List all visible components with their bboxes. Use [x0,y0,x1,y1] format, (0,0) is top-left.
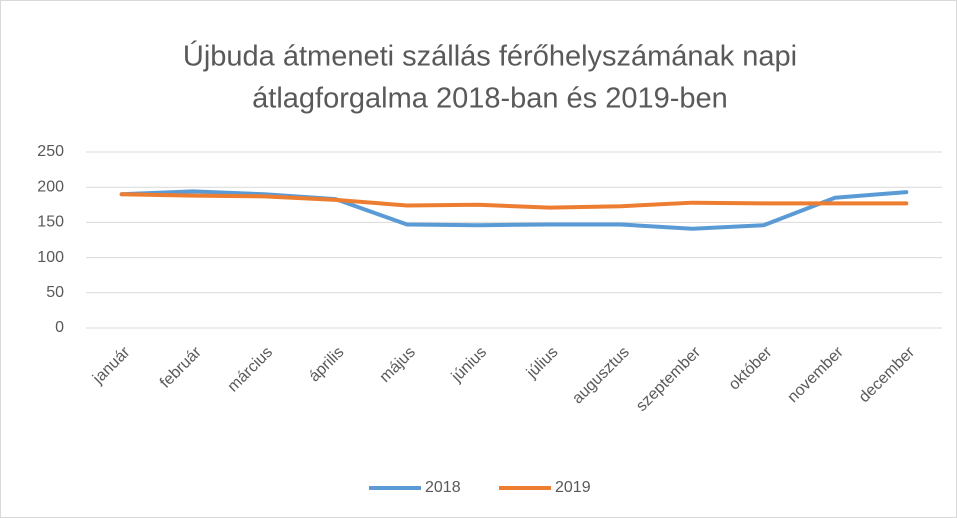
legend-label: 2018 [425,479,461,496]
y-tick-label: 250 [37,143,64,160]
series-line [119,192,909,210]
chart-title: Újbuda átmeneti szállás férőhelyszámának… [183,40,797,73]
series-line [119,189,909,231]
legend-label: 2019 [555,479,591,496]
y-tick-label: 150 [37,214,64,231]
y-tick-label: 50 [46,284,64,301]
y-tick-label: 0 [55,319,64,336]
y-tick-label: 100 [37,249,64,266]
y-tick-label: 200 [37,178,64,195]
chart-title: átlagforgalma 2018-ban és 2019-ben [252,83,728,115]
